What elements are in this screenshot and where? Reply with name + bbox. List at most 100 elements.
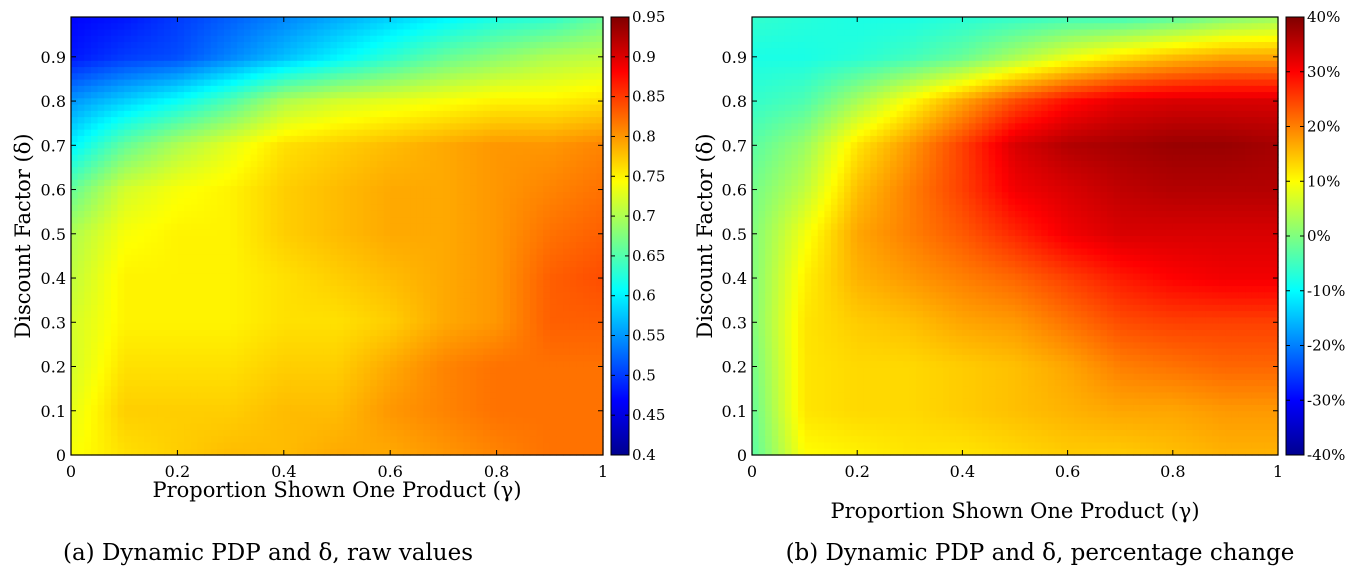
heatmap-cell: [423, 160, 431, 168]
heatmap-cell: [230, 23, 238, 31]
heatmap-cell: [257, 67, 265, 74]
heatmap-cell: [144, 129, 152, 137]
heatmap-cell: [543, 142, 551, 149]
heatmap-cell: [516, 148, 524, 156]
heatmap-cell: [257, 23, 265, 31]
heatmap-cell: [483, 198, 491, 206]
heatmap-cell: [489, 154, 498, 162]
heatmap-cell: [303, 367, 311, 375]
heatmap-cell: [450, 398, 458, 406]
heatmap-cell: [503, 236, 511, 243]
heatmap-cell: [204, 336, 212, 343]
heatmap-cell: [250, 160, 258, 168]
heatmap-cell: [450, 142, 458, 149]
heatmap-cell: [569, 92, 577, 99]
heatmap-cell: [124, 104, 132, 112]
heatmap-cell: [97, 404, 105, 412]
heatmap-cell: [376, 373, 385, 381]
heatmap-cell: [84, 254, 92, 262]
heatmap-cell: [97, 167, 105, 175]
heatmap-cell: [576, 336, 584, 343]
heatmap-cell: [569, 367, 577, 375]
heatmap-cell: [283, 92, 292, 99]
heatmap-cell: [390, 123, 398, 131]
heatmap-cell: [77, 98, 85, 106]
heatmap-cell: [157, 261, 165, 268]
heatmap-cell: [124, 242, 132, 250]
heatmap-cell: [110, 67, 119, 74]
heatmap-cell: [317, 60, 325, 68]
heatmap-cell: [356, 35, 365, 43]
heatmap-cell: [217, 192, 225, 200]
heatmap-cell: [370, 336, 378, 343]
heatmap-cell: [117, 267, 125, 275]
heatmap-cell: [423, 23, 431, 31]
heatmap-cell: [237, 254, 245, 262]
heatmap-cell: [423, 173, 431, 181]
heatmap-cell: [77, 135, 85, 143]
heatmap-cell: [190, 311, 198, 318]
heatmap-cell: [90, 311, 99, 318]
heatmap-cell: [436, 210, 444, 218]
heatmap-cell: [337, 85, 345, 93]
heatmap-cell: [97, 98, 105, 106]
heatmap-cell: [283, 135, 292, 143]
heatmap-cell: [569, 292, 577, 300]
heatmap-cell: [563, 317, 571, 325]
heatmap-cell: [536, 386, 544, 394]
heatmap-cell: [217, 35, 225, 43]
heatmap-cell: [77, 79, 85, 87]
heatmap-cell: [277, 167, 285, 175]
heatmap-cell: [137, 98, 145, 106]
heatmap-cell: [297, 129, 305, 137]
heatmap-cell: [416, 48, 425, 56]
heatmap-cell: [117, 254, 125, 262]
heatmap-cell: [84, 198, 92, 206]
heatmap-cell: [144, 242, 152, 250]
heatmap-cell: [310, 48, 318, 56]
heatmap-cell: [257, 42, 265, 49]
heatmap-cell: [263, 342, 272, 350]
heatmap-cell: [563, 311, 571, 318]
heatmap-cell: [476, 292, 484, 300]
heatmap-cell: [516, 236, 524, 243]
heatmap-cell: [290, 273, 298, 281]
heatmap-cell: [470, 54, 478, 62]
heatmap-cell: [177, 236, 185, 243]
heatmap-cell: [297, 67, 305, 74]
heatmap-cell: [144, 198, 152, 206]
heatmap-cell: [317, 298, 325, 306]
heatmap-cell: [290, 179, 298, 187]
heatmap-cell: [383, 29, 391, 37]
heatmap-cell: [383, 117, 391, 124]
heatmap-cell: [270, 292, 278, 300]
heatmap-cell: [197, 173, 205, 181]
heatmap-cell: [363, 373, 371, 381]
heatmap-cell: [529, 392, 538, 400]
heatmap-cell: [503, 42, 511, 49]
heatmap-cell: [536, 173, 544, 181]
heatmap-cell: [157, 110, 165, 118]
heatmap-cell: [137, 17, 145, 24]
heatmap-cell: [197, 286, 205, 293]
heatmap-cell: [243, 286, 252, 293]
heatmap-cell: [237, 273, 245, 281]
heatmap-cell: [370, 98, 378, 106]
heatmap-cell: [84, 323, 92, 331]
heatmap-cell: [97, 261, 105, 268]
heatmap-cell: [330, 267, 338, 275]
heatmap-cell: [130, 248, 139, 256]
heatmap-cell: [450, 73, 458, 81]
heatmap-cell: [509, 35, 518, 43]
heatmap-cell: [71, 79, 79, 87]
heatmap-cell: [583, 79, 591, 87]
heatmap-cell: [90, 98, 99, 106]
heatmap-cell: [483, 336, 491, 343]
heatmap-cell: [71, 23, 79, 31]
heatmap-cell: [170, 379, 178, 387]
heatmap-cell: [297, 92, 305, 99]
heatmap-cell: [97, 129, 105, 137]
heatmap-cell: [150, 210, 159, 218]
heatmap-cell: [157, 279, 165, 287]
heatmap-cell: [436, 286, 444, 293]
